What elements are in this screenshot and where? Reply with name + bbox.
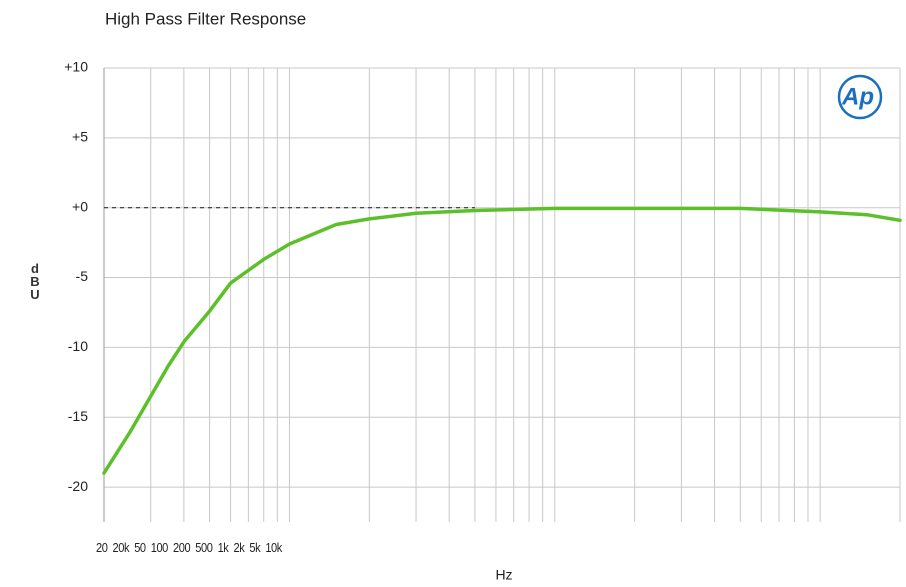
response-line	[102, 206, 902, 475]
y-tick-label: +10	[64, 59, 88, 75]
x-tick-label: 2k	[233, 540, 245, 555]
x-tick-label: 20	[96, 540, 108, 555]
y-tick-label: +0	[72, 198, 88, 214]
chart-title: High Pass Filter Response	[105, 9, 306, 28]
logo-ring	[837, 74, 883, 120]
x-tick-label: 100	[150, 540, 169, 555]
y-axis-label: dBU	[30, 261, 40, 302]
x-tick-label: 20k	[112, 540, 130, 555]
x-labels: 20 20k 50 100 200 500 1k 2k 5k 10k	[96, 540, 282, 555]
x-tick-label: 50	[134, 540, 146, 555]
x-tick-label: 500	[195, 540, 213, 555]
x-tick-label: 10k	[265, 540, 282, 555]
y-tick-label: -20	[68, 478, 88, 494]
y-tick-label: -5	[76, 268, 89, 284]
logo: Ap	[841, 83, 874, 110]
y-tick-label: -15	[68, 408, 88, 424]
x-axis-label: Hz	[495, 567, 512, 583]
x-tick-label: 200	[173, 540, 191, 555]
y-tick-label: +5	[72, 129, 88, 145]
y-tick-label: -10	[68, 338, 88, 354]
x-tick-label: 1k	[217, 540, 229, 555]
x-tick-label: 5k	[249, 540, 261, 555]
